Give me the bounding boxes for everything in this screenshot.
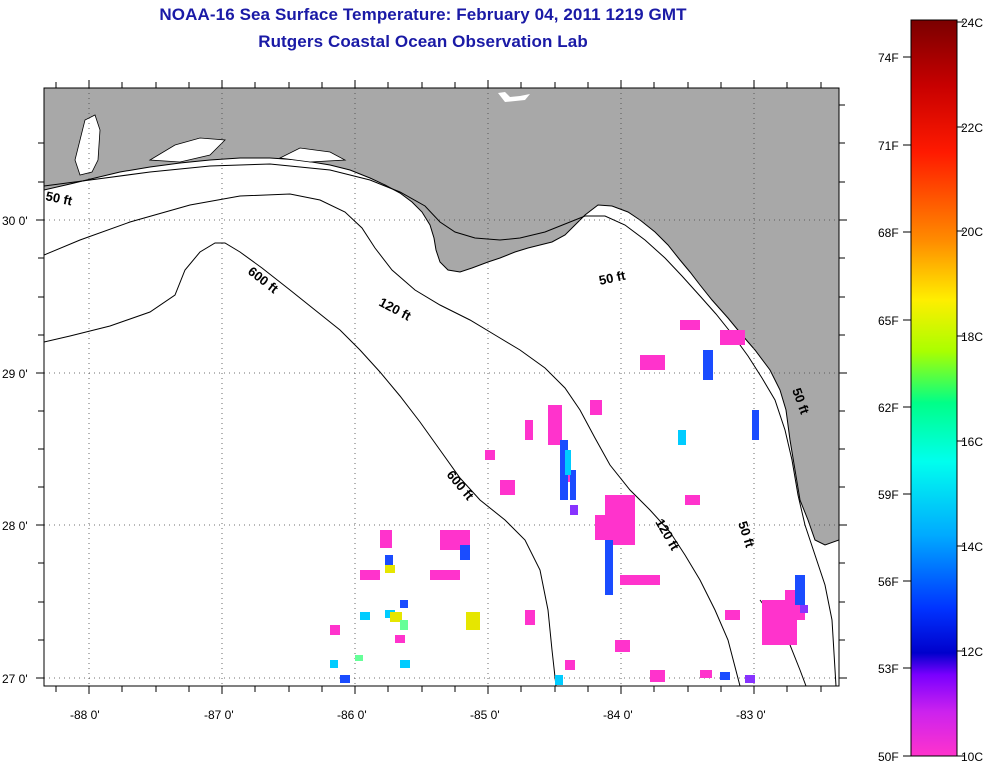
colorbar-f-label: 71F (878, 139, 899, 153)
colorbar-f-label: 50F (878, 750, 899, 764)
colorbar-gradient (910, 19, 958, 757)
lon-label: -85 0' (470, 708, 500, 722)
lon-label: -87 0' (204, 708, 234, 722)
colorbar-c-label: 22C (961, 121, 983, 135)
lat-label: 29 0' (2, 367, 28, 381)
colorbar-f-label: 53F (878, 662, 899, 676)
colorbar-f-label: 62F (878, 401, 899, 415)
contour-label: 50 ft (598, 268, 628, 288)
colorbar-f-label: 74F (878, 51, 899, 65)
lat-label: 27 0' (2, 672, 28, 686)
map-frame (43, 87, 840, 687)
colorbar-f-label: 56F (878, 575, 899, 589)
lon-label: -88 0' (70, 708, 100, 722)
map-title: NOAA-16 Sea Surface Temperature: Februar… (159, 5, 687, 24)
colorbar-c-label: 14C (961, 540, 983, 554)
contour-label: 50 ft (44, 188, 74, 208)
lat-label: 28 0' (2, 519, 28, 533)
map-subtitle: Rutgers Coastal Ocean Observation Lab (258, 32, 588, 51)
lon-label: -84 0' (603, 708, 633, 722)
lat-label: 30 0' (2, 214, 28, 228)
colorbar-f-label: 65F (878, 314, 899, 328)
colorbar-c-label: 20C (961, 225, 983, 239)
temperature-colorbar: 74F 71F 68F 65F 62F 59F 56F 53F 50F 24C … (878, 16, 983, 764)
colorbar-c-label: 12C (961, 645, 983, 659)
colorbar-c-label: 10C (961, 750, 983, 764)
lon-label: -86 0' (337, 708, 367, 722)
colorbar-c-label: 18C (961, 330, 983, 344)
colorbar-f-label: 59F (878, 488, 899, 502)
colorbar-f-label: 68F (878, 226, 899, 240)
axis-ticks (36, 80, 847, 694)
colorbar-c-label: 24C (961, 16, 983, 30)
sst-data-patches (330, 320, 808, 685)
colorbar-c-label: 16C (961, 435, 983, 449)
lon-label: -83 0' (736, 708, 766, 722)
